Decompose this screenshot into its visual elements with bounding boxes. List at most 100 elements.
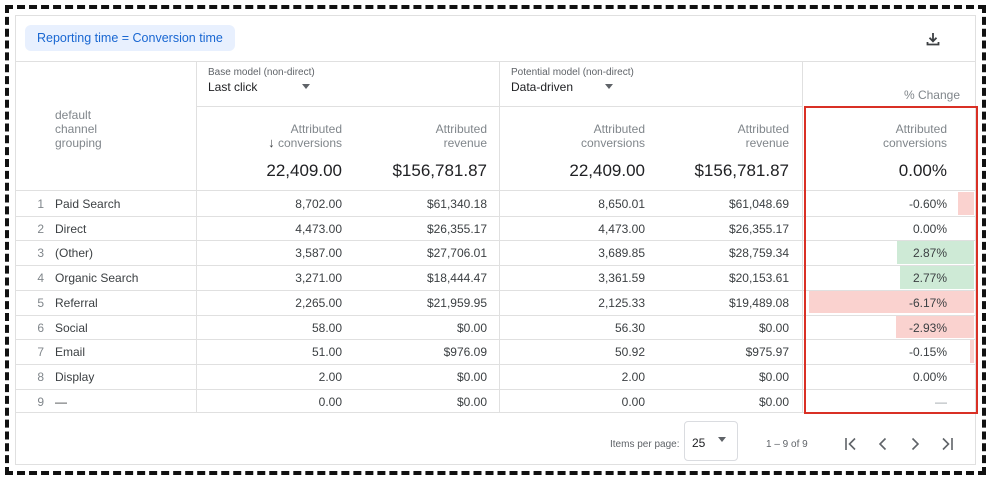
base-revenue-cell: $18,444.47	[426, 271, 487, 286]
base-revenue-cell: $0.00	[456, 369, 487, 384]
pagination-range: 1 – 9 of 9	[766, 439, 808, 450]
channel-label: Organic Search	[55, 271, 139, 286]
total-change: 0.00%	[898, 161, 947, 180]
base-model-select[interactable]: Last click	[208, 80, 316, 96]
base-revenue-cell: $26,355.17	[426, 221, 487, 236]
change-bar	[957, 192, 974, 215]
potential-conversions-cell: 3,689.85	[598, 246, 645, 261]
potential-revenue-cell: $26,355.17	[728, 221, 789, 236]
header-line: conversions	[580, 136, 645, 150]
last-page-icon	[942, 437, 953, 451]
dimension-header[interactable]: default channel grouping	[55, 108, 102, 150]
percent-change-caption: % Change	[903, 88, 960, 102]
channel-label: Direct	[55, 221, 87, 236]
base-revenue-header[interactable]: Attributed revenue	[367, 122, 487, 150]
base-conversions-cell: 51.00	[311, 345, 342, 360]
change-bar	[969, 340, 974, 363]
change-bar	[895, 315, 974, 339]
base-model-value: Last click	[208, 80, 258, 94]
potential-revenue-cell: $19,489.08	[728, 295, 789, 310]
potential-revenue-header[interactable]: Attributed revenue	[669, 122, 789, 150]
base-revenue-cell: $0.00	[456, 394, 487, 409]
header-line: Attributed	[593, 122, 645, 136]
base-conversions-cell: 2,265.00	[295, 295, 342, 310]
dimension-header-line: grouping	[55, 136, 102, 150]
items-per-page-value: 25	[692, 436, 706, 450]
base-conversions-cell: 2.00	[318, 369, 342, 384]
potential-revenue-cell: $20,153.61	[728, 271, 789, 286]
channel-label: Display	[55, 369, 95, 384]
base-revenue-cell: $27,706.01	[426, 246, 487, 261]
change-bar	[897, 241, 974, 265]
potential-conversions-header[interactable]: Attributed conversions	[525, 122, 645, 150]
potential-revenue-cell: $0.00	[758, 394, 789, 409]
change-cell: -2.93%	[908, 320, 947, 335]
header-line: revenue	[443, 136, 487, 150]
row-number: 1	[37, 197, 44, 211]
row-divider	[16, 339, 975, 341]
total-base-revenue: $156,781.87	[392, 161, 487, 180]
divider	[196, 62, 197, 412]
base-conversions-cell: 58.00	[311, 320, 342, 335]
base-conversions-cell: 0.00	[318, 394, 342, 409]
row-number: 8	[37, 369, 44, 384]
row-divider	[16, 215, 975, 217]
base-conversions-cell: 8,702.00	[295, 197, 342, 211]
reporting-time-chip[interactable]: Reporting time = Conversion time	[25, 25, 235, 51]
potential-revenue-cell: $0.00	[758, 369, 789, 384]
next-page-button[interactable]	[904, 433, 926, 455]
header-line: revenue	[745, 136, 789, 150]
dimension-header-line: channel	[55, 122, 98, 136]
potential-revenue-cell: $61,048.69	[728, 197, 789, 211]
divider	[16, 61, 975, 62]
base-conversions-cell: 3,587.00	[295, 246, 342, 261]
channel-label: Email	[55, 345, 86, 360]
first-page-button[interactable]	[840, 433, 862, 455]
change-cell: —	[935, 394, 947, 409]
base-revenue-cell: $976.09	[443, 345, 487, 360]
base-conversions-cell: 3,271.00	[295, 271, 342, 286]
row-divider	[16, 265, 975, 267]
highlight-box	[804, 106, 978, 414]
potential-conversions-cell: 50.92	[614, 345, 645, 360]
potential-conversions-cell: 8,650.01	[598, 197, 645, 211]
header-line: Attributed	[895, 122, 947, 136]
divider	[499, 62, 500, 412]
chevron-down-icon[interactable]	[605, 84, 613, 89]
total-base-conversions: 22,409.00	[266, 161, 342, 180]
potential-model-caption: Potential model (non-direct)	[511, 67, 634, 78]
row-divider	[16, 388, 975, 390]
header-line-text: conversions	[277, 136, 342, 150]
base-revenue-cell: $61,340.18	[426, 197, 487, 211]
base-conversions-header[interactable]: Attributed ↓ conversions	[222, 122, 342, 150]
last-page-button[interactable]	[936, 433, 958, 455]
potential-model-value: Data-driven	[511, 80, 574, 94]
row-number: 5	[37, 295, 44, 310]
row-divider	[16, 363, 975, 365]
potential-conversions-cell: 3,361.59	[598, 271, 645, 286]
items-per-page-select[interactable]: 25	[684, 421, 738, 461]
potential-model-select[interactable]: Data-driven	[511, 80, 619, 96]
row-number: 9	[37, 394, 44, 409]
dimension-header-line: default	[55, 108, 92, 122]
chevron-down-icon[interactable]	[302, 84, 310, 89]
previous-page-icon	[878, 437, 887, 451]
change-bar	[809, 290, 974, 314]
change-cell: -0.15%	[908, 345, 947, 360]
row-divider	[16, 240, 975, 242]
potential-conversions-cell: 0.00	[621, 394, 645, 409]
outer-frame	[5, 5, 986, 475]
change-conversions-header[interactable]: Attributed conversions	[827, 122, 947, 150]
download-button[interactable]	[918, 26, 948, 52]
row-number: 7	[37, 345, 44, 360]
items-per-page-label: Items per page:	[610, 439, 680, 450]
header-line: ↓ conversions	[222, 136, 342, 151]
row-number: 3	[37, 246, 44, 261]
change-cell: 2.77%	[912, 271, 947, 286]
first-page-icon	[845, 437, 856, 451]
previous-page-button[interactable]	[872, 433, 894, 455]
divider	[16, 190, 975, 191]
potential-revenue-cell: $975.97	[745, 345, 789, 360]
change-cell: 0.00%	[912, 369, 947, 384]
change-cell: -0.60%	[908, 197, 947, 211]
